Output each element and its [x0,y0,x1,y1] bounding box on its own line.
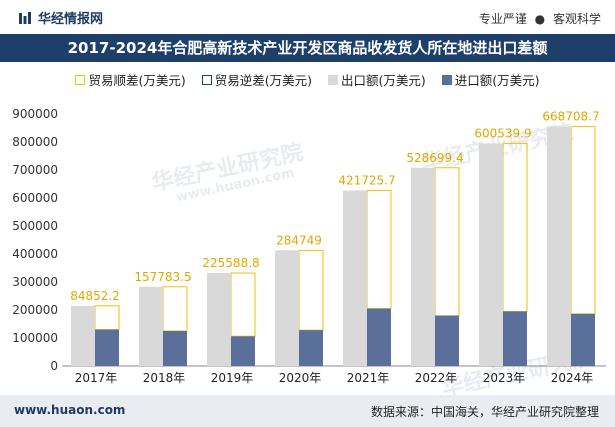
tag-separator: ● [534,12,546,26]
import-bar [163,331,187,366]
legend-item-export: 出口额(万美元) [327,70,426,89]
surplus-data-label: 600539.9 [474,126,531,140]
import-bar [571,313,595,366]
import-bar [503,311,527,366]
surplus-bar [298,249,324,331]
export-bar [275,250,299,366]
chart-area: 0 100000 200000 300000 400000 500000 600000 700… [12,107,606,385]
legend-item-surplus: 贸易顺差(万美元) [75,70,186,89]
surplus-data-label: 668708.7 [542,110,599,124]
top-bar: 华经情报网 专业严谨 ● 客观科学 [0,0,615,34]
surplus-bar [162,286,188,332]
y-tick-label: 700000 [12,163,58,177]
header-tags: 专业严谨 ● 客观科学 [479,10,601,27]
y-tick-label: 200000 [12,303,58,317]
legend-label-deficit: 贸易逆差(万美元) [214,73,312,88]
surplus-data-label: 284749 [276,233,322,247]
surplus-bar [502,142,528,313]
brand-logo-icon [19,11,31,24]
legend-label-export: 出口额(万美元) [340,73,426,88]
chart-title: 2017-2024年合肥高新技术产业开发区商品收发货人所在地进出口差额 [0,34,615,62]
footer-source: 数据来源：中国海关，华经产业研究院整理 [370,405,599,419]
y-tick-label: 400000 [12,247,58,261]
y-tick-label: 800000 [12,135,58,149]
legend-label-surplus: 贸易顺差(万美元) [88,73,186,88]
import-bar [95,329,119,366]
y-tick-label: 600000 [12,191,58,205]
legend-swatch-surplus [75,74,86,85]
surplus-data-label: 157783.5 [134,270,191,284]
legend: 贸易顺差(万美元) 贸易逆差(万美元) 出口额(万美元) 进口额(万美元) [0,70,615,89]
import-bar [299,330,323,366]
x-tick-label: 2017年 [75,371,118,385]
surplus-data-label: 84852.2 [70,289,120,303]
x-tick-label: 2023年 [483,371,526,385]
export-bar [479,143,503,366]
surplus-bar [570,126,596,315]
export-bar [71,305,95,366]
x-tick-label: 2024年 [551,371,594,385]
legend-item-deficit: 贸易逆差(万美元) [201,70,312,89]
footer: www.huaon.com 数据来源：中国海关，华经产业研究院整理 [0,395,615,427]
import-bar [367,308,391,366]
brand-name: 华经情报网 [38,12,104,27]
brand: 华经情报网 [18,8,103,27]
y-tick-label: 900000 [12,107,58,121]
legend-item-import: 进口额(万美元) [441,70,540,89]
surplus-data-label: 225588.8 [202,256,259,270]
x-tick-label: 2018年 [143,371,186,385]
export-bar [411,167,435,366]
import-bar [435,315,459,366]
surplus-data-label: 528699.4 [406,151,463,165]
y-tick-label: 300000 [12,275,58,289]
surplus-data-label: 421725.7 [338,173,395,187]
surplus-bar [366,189,392,310]
surplus-bar [94,305,120,331]
x-tick-label: 2022年 [415,371,458,385]
legend-swatch-export [327,74,338,85]
legend-swatch-import [441,74,452,85]
export-bar [547,126,571,366]
x-tick-label: 2019年 [211,371,254,385]
legend-swatch-deficit [201,74,212,85]
x-tick-label: 2020年 [279,371,322,385]
y-tick-label: 100000 [12,331,58,345]
export-bar [343,190,367,366]
y-tick-label: 0 [50,359,58,373]
footer-site: www.huaon.com [14,403,126,417]
x-tick-label: 2021年 [347,371,390,385]
surplus-bar [230,272,256,337]
y-tick-label: 500000 [12,219,58,233]
surplus-bar [434,167,460,317]
export-bar [207,273,231,366]
legend-label-import: 进口额(万美元) [454,73,540,88]
tag-1: 专业严谨 [478,12,527,26]
import-bar [231,336,255,366]
export-bar [139,286,163,366]
tag-2: 客观科学 [552,12,601,26]
